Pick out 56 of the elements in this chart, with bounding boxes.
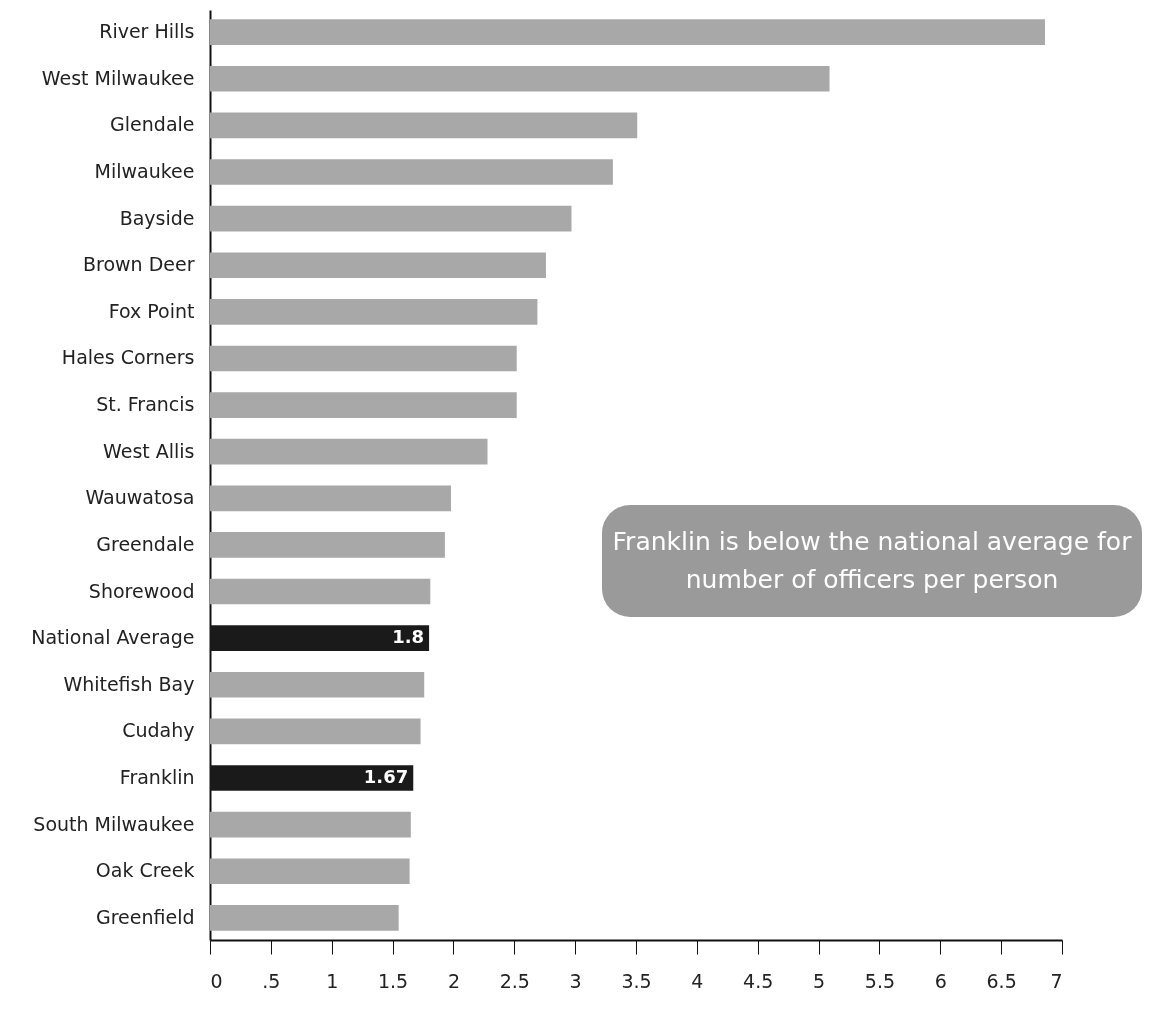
x-tick-label: 3.5 xyxy=(621,969,652,992)
y-tick-label: Whitefish Bay xyxy=(63,672,195,695)
y-tick-label: Oak Creek xyxy=(95,859,195,882)
bar xyxy=(210,159,613,185)
y-tick-label: Cudahy xyxy=(122,719,195,742)
y-tick-label: River Hills xyxy=(99,20,195,43)
bar xyxy=(210,485,451,512)
bar xyxy=(210,112,638,139)
y-tick-label: Franklin xyxy=(119,766,195,789)
y-tick-label: Shorewood xyxy=(88,579,195,602)
y-tick-label: West Allis xyxy=(103,439,195,462)
y-tick-label: Bayside xyxy=(119,206,195,229)
y-tick-label: Brown Deer xyxy=(83,253,195,276)
y-tick-label: Hales Corners xyxy=(61,346,195,369)
y-tick-label: Greenfield xyxy=(95,905,195,928)
x-tick-label: 3 xyxy=(569,969,582,992)
x-tick-label: 6.5 xyxy=(986,969,1017,992)
bar xyxy=(210,718,421,745)
y-tick-label: National Average xyxy=(31,626,195,649)
x-tick-label: 1 xyxy=(326,969,339,992)
x-tick-label: 6 xyxy=(934,969,947,992)
x-tick-label: 5 xyxy=(813,969,826,992)
x-tick-label: 4.5 xyxy=(743,969,774,992)
y-tick-label: South Milwaukee xyxy=(33,812,195,835)
data-label: 1.8 xyxy=(392,626,425,648)
y-tick-label: Fox Point xyxy=(108,299,195,322)
y-tick-label: Glendale xyxy=(110,113,195,136)
x-tick-label: .5 xyxy=(262,969,281,992)
x-tick-label: 2.5 xyxy=(499,969,530,992)
bar xyxy=(210,438,488,465)
annotation: Franklin is below the national average for number of officers per person xyxy=(602,505,1142,617)
bar xyxy=(210,392,517,418)
x-tick-label: 1.5 xyxy=(377,969,409,992)
bar xyxy=(210,345,517,372)
y-tick-label: Greendale xyxy=(96,532,195,555)
x-tick-label: 7 xyxy=(1050,969,1063,992)
bar xyxy=(210,858,410,885)
bar xyxy=(210,252,546,279)
y-tick-label: West Milwaukee xyxy=(41,66,195,89)
bar xyxy=(210,19,1045,45)
x-tick-label: 0 xyxy=(210,969,223,992)
y-tick-label: Wauwatosa xyxy=(85,486,195,509)
bar xyxy=(210,671,425,698)
bar xyxy=(210,65,830,92)
bar xyxy=(210,299,538,325)
bar xyxy=(210,205,572,232)
bar xyxy=(210,811,411,838)
x-tick-label: 2 xyxy=(447,969,460,992)
bar xyxy=(210,532,445,558)
x-tick-label: 5.5 xyxy=(864,969,896,992)
x-tick-label: 4 xyxy=(691,969,704,992)
y-tick-label: St. Francis xyxy=(96,393,195,416)
data-label: 1.67 xyxy=(363,766,409,788)
bar xyxy=(210,578,431,605)
bar xyxy=(210,905,399,931)
y-tick-label: Milwaukee xyxy=(94,159,195,182)
